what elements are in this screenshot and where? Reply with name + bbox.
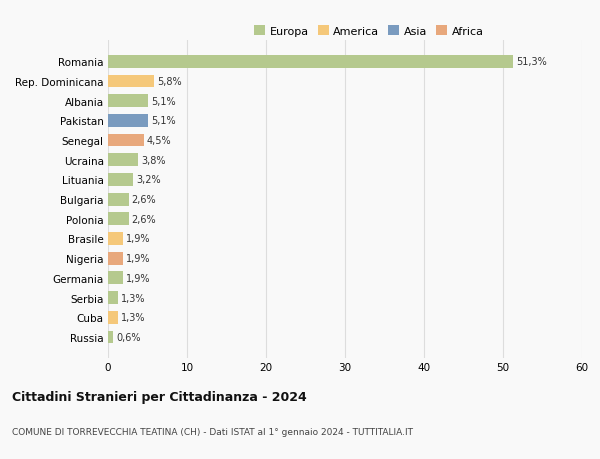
Text: COMUNE DI TORREVECCHIA TEATINA (CH) - Dati ISTAT al 1° gennaio 2024 - TUTTITALIA: COMUNE DI TORREVECCHIA TEATINA (CH) - Da…	[12, 427, 413, 436]
Text: 1,3%: 1,3%	[121, 293, 146, 303]
Bar	[108, 252, 123, 265]
Bar	[108, 174, 133, 186]
Text: 3,2%: 3,2%	[136, 175, 161, 185]
Bar	[108, 233, 123, 246]
Text: 5,1%: 5,1%	[151, 96, 176, 106]
Bar	[108, 56, 513, 68]
Bar	[108, 193, 128, 206]
Bar	[108, 134, 143, 147]
Bar	[108, 213, 128, 226]
Text: 5,1%: 5,1%	[151, 116, 176, 126]
Bar	[108, 75, 154, 88]
Text: 5,8%: 5,8%	[157, 77, 182, 87]
Bar	[108, 331, 113, 344]
Bar	[108, 272, 123, 285]
Bar	[108, 95, 148, 108]
Text: 4,5%: 4,5%	[147, 136, 172, 146]
Text: 1,3%: 1,3%	[121, 313, 146, 323]
Text: 0,6%: 0,6%	[116, 332, 140, 342]
Text: Cittadini Stranieri per Cittadinanza - 2024: Cittadini Stranieri per Cittadinanza - 2…	[12, 390, 307, 403]
Legend: Europa, America, Asia, Africa: Europa, America, Asia, Africa	[250, 22, 488, 41]
Text: 3,8%: 3,8%	[141, 155, 166, 165]
Text: 2,6%: 2,6%	[132, 195, 157, 205]
Text: 1,9%: 1,9%	[126, 254, 151, 263]
Bar	[108, 115, 148, 128]
Bar	[108, 291, 118, 304]
Text: 1,9%: 1,9%	[126, 273, 151, 283]
Bar	[108, 154, 138, 167]
Text: 51,3%: 51,3%	[517, 57, 547, 67]
Text: 2,6%: 2,6%	[132, 214, 157, 224]
Text: 1,9%: 1,9%	[126, 234, 151, 244]
Bar	[108, 311, 118, 324]
